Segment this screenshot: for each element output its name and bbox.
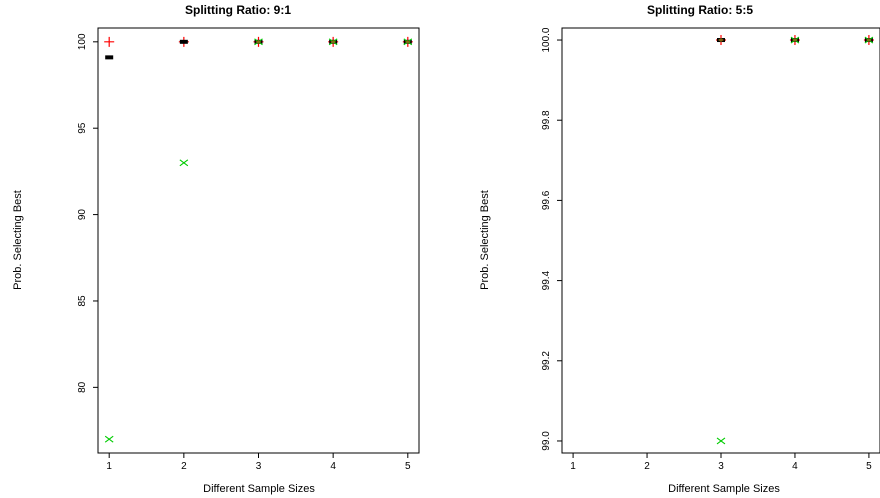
data-point-square xyxy=(105,55,114,60)
y-tick-label: 99.4 xyxy=(541,270,552,290)
x-tick-label: 1 xyxy=(570,461,576,472)
x-axis-label: Different Sample Sizes xyxy=(668,483,780,495)
data-point-diamond xyxy=(791,38,798,43)
x-tick-label: 4 xyxy=(330,461,336,472)
chart-title: Splitting Ratio: 9:1 xyxy=(185,3,291,17)
y-tick-label: 90 xyxy=(77,209,88,221)
data-points xyxy=(104,36,413,443)
data-point-cross xyxy=(716,437,726,445)
data-points xyxy=(716,35,874,445)
y-tick-label: 99.8 xyxy=(541,110,552,130)
data-point-diamond xyxy=(865,38,872,43)
plot-frame xyxy=(97,27,420,454)
y-axis-label: Prob. Selecting Best xyxy=(479,190,491,290)
y-tick-label: 85 xyxy=(77,295,88,307)
plot-panel-2: Splitting Ratio: 5:5 1 2 3 4 5 99.0 99.2 99.4 99.… xyxy=(479,3,880,495)
x-tick-label: 4 xyxy=(792,461,798,472)
data-point-plus xyxy=(104,36,115,47)
plot-panel-1: Splitting Ratio: 9:1 1 2 3 4 5 80 85 90 95 100 Diff… xyxy=(12,3,420,495)
x-tick-label: 5 xyxy=(866,461,872,472)
plot-frame xyxy=(561,27,880,454)
x-axis-label: Different Sample Sizes xyxy=(203,483,315,495)
y-tick-label: 99.2 xyxy=(541,351,552,371)
x-tick-label: 5 xyxy=(405,461,411,472)
y-tick-label: 99.6 xyxy=(541,190,552,210)
data-point-diamond xyxy=(330,39,337,44)
x-tick-label: 2 xyxy=(181,461,187,472)
y-tick-label: 80 xyxy=(77,381,88,393)
x-tick-label: 1 xyxy=(106,461,112,472)
x-tick-label: 2 xyxy=(644,461,650,472)
x-tick-label: 3 xyxy=(718,461,724,472)
data-point-diamond xyxy=(404,39,411,44)
y-tick-label: 95 xyxy=(77,122,88,134)
y-axis-label: Prob. Selecting Best xyxy=(12,190,24,290)
y-tick-label: 100 xyxy=(77,33,88,50)
data-point-cross xyxy=(179,159,189,167)
data-point-diamond xyxy=(255,39,262,44)
data-point-diamond xyxy=(718,38,724,43)
y-tick-label: 99.0 xyxy=(541,431,552,451)
data-point-square xyxy=(179,39,188,44)
data-point-cross xyxy=(104,435,114,443)
chart-title: Splitting Ratio: 5:5 xyxy=(647,3,753,17)
y-tick-label: 100.0 xyxy=(541,27,552,52)
x-tick-label: 3 xyxy=(256,461,262,472)
